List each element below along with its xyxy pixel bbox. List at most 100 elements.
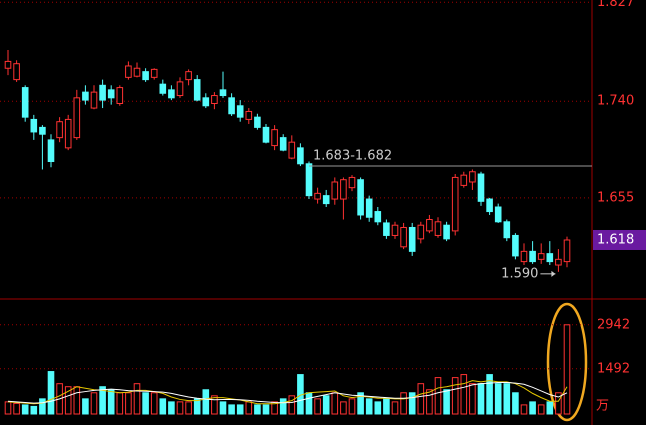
- volume-bar: [21, 404, 29, 415]
- candle-body: [159, 83, 167, 94]
- volume-bar: [417, 383, 425, 415]
- volume-bar: [262, 404, 270, 415]
- volume-bar: [99, 386, 106, 415]
- volume-bar: [408, 392, 416, 415]
- volume-bar: [13, 402, 20, 415]
- candle-body: [546, 253, 554, 263]
- annotation-label: 1.590: [501, 266, 538, 281]
- volume-bar: [537, 404, 545, 415]
- candle-body: [176, 81, 184, 97]
- volume-bar: [279, 398, 287, 415]
- candle-body: [331, 181, 339, 200]
- candle-body: [262, 126, 270, 143]
- volume-bar: [546, 401, 554, 415]
- candle-body: [443, 224, 450, 240]
- candle-body: [116, 87, 124, 105]
- candle-body: [245, 110, 253, 120]
- moving-average-line: [7, 381, 568, 404]
- candle-body: [297, 147, 304, 165]
- y-tick-label: 1.827: [597, 0, 634, 10]
- candle-body: [4, 60, 12, 69]
- candle-body: [64, 118, 72, 149]
- unit-label: 万: [596, 399, 609, 414]
- candle-body: [73, 97, 81, 139]
- candle-body: [391, 224, 399, 236]
- candle-body: [529, 250, 536, 263]
- candle-body: [21, 87, 29, 118]
- y-tick-label: 1.740: [597, 94, 634, 109]
- candle-body: [133, 67, 141, 77]
- candle-body: [417, 224, 425, 240]
- candle-body: [426, 219, 433, 232]
- volume-bar: [193, 398, 201, 415]
- candle-body: [219, 89, 227, 97]
- candle-body: [279, 137, 287, 151]
- volume-bar: [4, 401, 12, 415]
- volume-bar: [39, 398, 46, 415]
- volume-bar: [142, 392, 149, 415]
- volume-bar: [47, 371, 55, 415]
- volume-bar: [322, 395, 330, 415]
- candle-body: [202, 97, 210, 107]
- volume-bar: [133, 383, 141, 415]
- volume-bar: [348, 398, 356, 415]
- candle-body: [400, 226, 407, 248]
- volume-bar: [469, 383, 476, 415]
- volume-bar: [168, 401, 175, 415]
- candle-body: [107, 89, 115, 99]
- volume-bar: [82, 398, 89, 415]
- volume-bar: [159, 398, 167, 415]
- volume-bar: [365, 398, 373, 415]
- volume-bar: [64, 386, 72, 415]
- volume-bar: [503, 383, 511, 415]
- candle-body: [365, 198, 373, 218]
- candle-body: [340, 179, 347, 200]
- volume-bar: [305, 392, 313, 415]
- volume-bar: [90, 392, 98, 415]
- volume-bar: [73, 386, 81, 415]
- volume-bar: [30, 405, 38, 415]
- candle-body: [563, 239, 571, 263]
- volume-bar: [236, 404, 244, 415]
- candle-body: [314, 192, 321, 200]
- volume-bar: [125, 392, 132, 415]
- candle-body: [469, 171, 476, 183]
- candle-body: [150, 68, 158, 78]
- volume-bar: [254, 404, 261, 415]
- volume-bar: [150, 392, 158, 415]
- volume-bar: [434, 377, 442, 415]
- candle-body: [503, 221, 511, 239]
- candle-body: [288, 141, 296, 159]
- candle-body: [185, 71, 192, 81]
- candle-body: [47, 139, 55, 163]
- candle-body: [228, 97, 235, 115]
- candle-body: [477, 173, 485, 202]
- candle-body: [383, 222, 390, 236]
- candle-body: [520, 250, 528, 263]
- volume-bar: [288, 395, 296, 415]
- candle-body: [39, 126, 46, 135]
- y-tick-label: 1.655: [597, 190, 634, 205]
- candle-body: [30, 118, 38, 133]
- volume-bar: [185, 401, 192, 415]
- y-tick-label: 1492: [597, 361, 630, 376]
- candle-body: [56, 121, 63, 139]
- volume-bar: [460, 374, 468, 415]
- volume-bar: [357, 392, 364, 415]
- candle-body: [408, 226, 416, 252]
- candle-body: [305, 163, 313, 197]
- candle-body: [90, 91, 98, 109]
- candle-body: [82, 91, 89, 101]
- candle-body: [13, 63, 20, 81]
- candle-body: [512, 234, 519, 257]
- candle-body: [357, 179, 364, 216]
- volume-bar: [228, 404, 235, 415]
- candle-body: [374, 211, 382, 223]
- highlight-ellipse: [546, 302, 588, 422]
- candle-body: [254, 116, 261, 128]
- candle-body: [348, 176, 356, 189]
- candle-body: [142, 71, 149, 81]
- candle-body: [555, 258, 562, 266]
- candle-body: [271, 129, 278, 147]
